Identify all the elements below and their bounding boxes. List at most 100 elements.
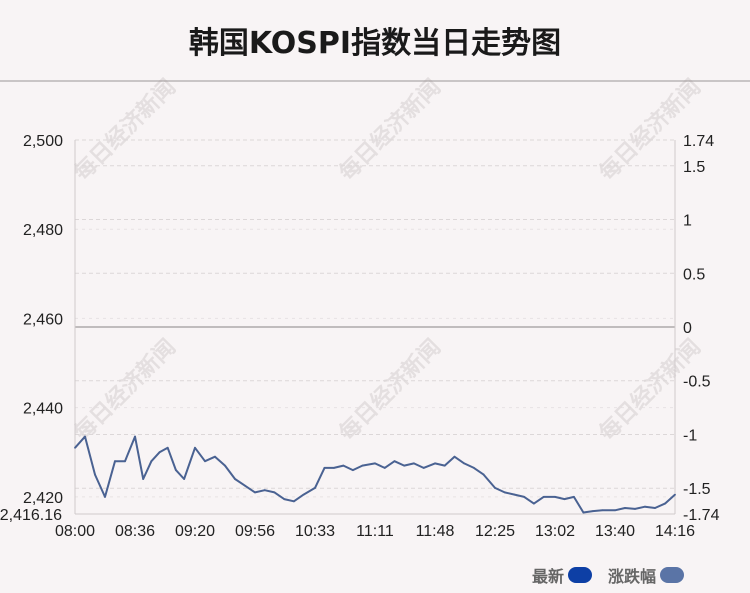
- series-point-0-51: [573, 495, 575, 498]
- legend-change[interactable]: 涨跌幅: [608, 563, 685, 587]
- series-point-0-5: [124, 460, 126, 463]
- series-point-0-48: [542, 495, 545, 498]
- y-right-tick-label-7: -1.5: [683, 481, 711, 498]
- legend-latest[interactable]: 最新: [532, 563, 593, 587]
- x-tick-label-0: 08:00: [55, 523, 95, 540]
- y-left-tick-label-0: 2,500: [23, 133, 63, 150]
- x-tick-label-6: 11:48: [416, 523, 455, 540]
- series-point-0-14: [204, 460, 206, 463]
- series-point-0-52: [582, 511, 585, 514]
- watermark-1: 每日经济新闻: [334, 74, 446, 186]
- y-left-tick-label-3: 2,440: [23, 401, 63, 418]
- x-tick-label-9: 13:40: [595, 523, 635, 540]
- series-point-0-61: [674, 493, 676, 496]
- series-point-0-33: [393, 460, 396, 463]
- title-divider: [0, 80, 750, 82]
- series-point-0-39: [453, 455, 456, 458]
- series-point-0-24: [302, 493, 305, 496]
- series-point-0-22: [283, 498, 286, 501]
- series-point-0-55: [614, 509, 616, 512]
- series-point-0-28: [342, 464, 345, 467]
- series-point-0-41: [473, 466, 475, 469]
- watermark-4: 每日经济新闻: [334, 334, 446, 446]
- series-point-0-60: [664, 502, 666, 505]
- y-right-tick-label-4: 0: [683, 320, 692, 337]
- series-point-0-34: [403, 464, 406, 467]
- series-point-0-6: [134, 435, 136, 438]
- x-tick-label-5: 11:11: [356, 523, 394, 540]
- series-point-0-56: [624, 507, 626, 509]
- legend-latest-swatch: [568, 567, 593, 583]
- series-point-0-46: [523, 495, 526, 498]
- series-point-0-2: [94, 473, 96, 476]
- series-point-0-0: [74, 446, 76, 449]
- series-point-0-26: [323, 466, 326, 469]
- series-point-0-50: [563, 498, 566, 501]
- series-point-0-19: [254, 491, 256, 494]
- series-point-0-59: [654, 507, 656, 509]
- series-point-0-25: [314, 487, 316, 489]
- series-point-0-10: [166, 446, 169, 449]
- y-right-tick-label-2: 1: [683, 213, 692, 230]
- series-point-0-16: [224, 464, 226, 467]
- series-point-0-18: [244, 484, 246, 487]
- legend-change-swatch: [660, 567, 685, 583]
- x-tick-label-2: 09:20: [175, 523, 215, 540]
- x-tick-label-3: 09:56: [235, 523, 275, 540]
- series-point-0-7: [142, 478, 145, 480]
- series-point-0-13: [194, 446, 196, 449]
- y-left-tick-label-5: 2,416.16: [0, 507, 62, 524]
- y-right-tick-label-0: 1.74: [683, 133, 714, 150]
- series-point-0-8: [150, 460, 153, 463]
- legend-latest-label: 最新: [532, 567, 565, 586]
- series-point-0-4: [114, 460, 116, 463]
- y-right-tick-label-8: -1.74: [683, 507, 720, 524]
- series-point-0-37: [434, 462, 436, 465]
- y-right-tick-label-1: 1.5: [683, 159, 705, 176]
- series-point-0-49: [554, 495, 556, 498]
- watermark-0: 每日经济新闻: [69, 74, 181, 186]
- series-point-0-36: [422, 466, 425, 469]
- series-point-0-17: [234, 478, 236, 480]
- x-tick-label-10: 14:16: [655, 523, 695, 540]
- chart-title: 韩国KOSPI指数当日走势图: [188, 26, 562, 61]
- series-point-0-47: [533, 502, 535, 505]
- series-point-0-29: [351, 469, 354, 472]
- y-right-tick-label-3: 0.5: [683, 266, 705, 283]
- series-point-0-45: [513, 493, 516, 496]
- series-point-0-53: [591, 510, 594, 513]
- series-point-0-30: [361, 464, 364, 467]
- series-point-0-57: [634, 508, 636, 510]
- series-point-0-38: [443, 464, 446, 467]
- y-right-tick-label-6: -1: [683, 427, 697, 444]
- series-point-0-44: [503, 491, 506, 494]
- series-point-0-43: [494, 487, 496, 489]
- x-tick-label-1: 08:36: [115, 523, 155, 540]
- series-point-0-42: [482, 473, 485, 476]
- series-point-0-21: [273, 491, 276, 494]
- series-point-0-23: [293, 500, 295, 503]
- series-point-0-12: [183, 478, 185, 480]
- series-point-0-20: [263, 489, 266, 492]
- series-point-0-11: [175, 469, 177, 472]
- series-point-0-54: [601, 509, 604, 512]
- y-left-tick-label-2: 2,460: [23, 311, 63, 328]
- series-point-0-35: [413, 462, 415, 465]
- y-left-tick-label-1: 2,480: [23, 222, 63, 239]
- series-point-0-40: [463, 462, 466, 465]
- series-line-0: [74, 435, 676, 514]
- x-tick-label-7: 12:25: [475, 523, 515, 540]
- series-point-0-9: [158, 451, 161, 454]
- series-point-0-3: [104, 495, 106, 498]
- watermark-3: 每日经济新闻: [69, 334, 181, 446]
- series-point-0-27: [333, 466, 335, 469]
- y-left-tick-label-4: 2,420: [23, 490, 63, 507]
- x-tick-label-4: 10:33: [295, 523, 335, 540]
- series-point-0-15: [214, 455, 216, 458]
- series-point-0-32: [383, 466, 386, 469]
- x-tick-label-8: 13:02: [535, 523, 575, 540]
- series-point-0-58: [644, 505, 646, 508]
- y-right-tick-label-5: -0.5: [683, 374, 711, 391]
